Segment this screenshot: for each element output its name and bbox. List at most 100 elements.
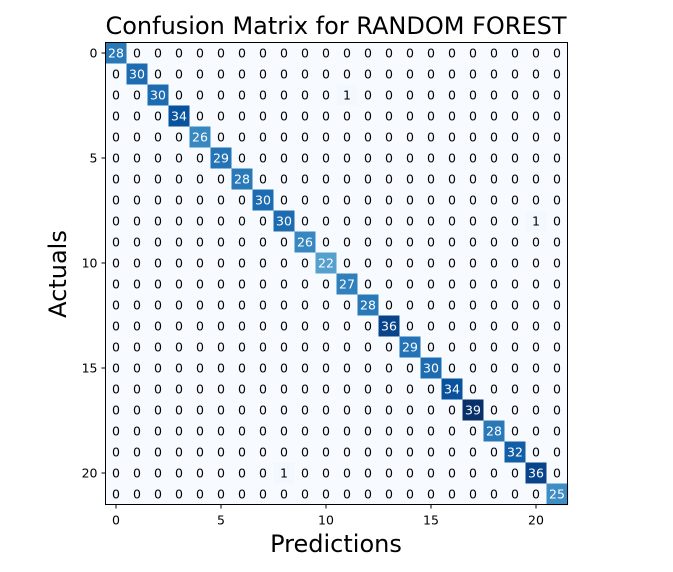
- heatmap-cell: [336, 210, 359, 233]
- cell-value-label: 0: [301, 193, 309, 208]
- cell-value-label: 0: [511, 382, 519, 397]
- cell-value-label: 0: [301, 403, 309, 418]
- cell-value-label: 0: [553, 193, 561, 208]
- heatmap-cell: [189, 378, 212, 401]
- cell-value-label: 0: [112, 235, 120, 250]
- heatmap-cell: [504, 210, 527, 233]
- heatmap-cell: [483, 147, 506, 170]
- cell-value-label: 29: [213, 151, 229, 166]
- cell-value-label: 0: [238, 382, 246, 397]
- cell-value-label: 28: [486, 424, 502, 439]
- heatmap-cell: [525, 126, 548, 149]
- cell-value-label: 0: [112, 445, 120, 460]
- heatmap-cell: [525, 483, 548, 506]
- cell-value-label: 0: [322, 382, 330, 397]
- heatmap-cell: [252, 126, 275, 149]
- cell-value-label: 0: [385, 256, 393, 271]
- heatmap-cell: [336, 42, 359, 65]
- cell-value-label: 30: [150, 88, 166, 103]
- heatmap-cell: [378, 126, 401, 149]
- cell-value-label: 0: [385, 298, 393, 313]
- cell-value-label: 0: [469, 319, 477, 334]
- heatmap-cell: [294, 210, 317, 233]
- heatmap-cell: [462, 399, 485, 422]
- cell-value-label: 0: [553, 403, 561, 418]
- cell-value-label: 0: [532, 193, 540, 208]
- heatmap-cell: [546, 420, 569, 443]
- heatmap-cell: [105, 336, 128, 359]
- heatmap-cell: [525, 315, 548, 338]
- cell-value-label: 0: [427, 340, 435, 355]
- cell-value-label: 0: [406, 361, 414, 376]
- cell-value-label: 0: [427, 67, 435, 82]
- cell-value-label: 0: [448, 214, 456, 229]
- heatmap-cell: [147, 168, 170, 191]
- heatmap-cell: [483, 294, 506, 317]
- heatmap-cell: [294, 105, 317, 128]
- heatmap-cell: [378, 378, 401, 401]
- cell-value-label: 0: [553, 445, 561, 460]
- cell-value-label: 0: [154, 172, 162, 187]
- heatmap-cell: [252, 378, 275, 401]
- heatmap-cell: [546, 483, 569, 506]
- heatmap-cell: [504, 252, 527, 275]
- heatmap-cell: [420, 147, 443, 170]
- heatmap-cell: [273, 399, 296, 422]
- heatmap-cell: [273, 84, 296, 107]
- heatmap-cell: [378, 189, 401, 212]
- cell-value-label: 0: [280, 109, 288, 124]
- cell-value-label: 28: [108, 46, 124, 61]
- heatmap-cell: [315, 336, 338, 359]
- cell-value-label: 0: [280, 403, 288, 418]
- cell-value-label: 0: [154, 256, 162, 271]
- cell-value-label: 0: [406, 382, 414, 397]
- heatmap-cell: [273, 462, 296, 485]
- cell-value-label: 0: [427, 277, 435, 292]
- heatmap-cell: [231, 168, 254, 191]
- cell-value-label: 0: [343, 67, 351, 82]
- cell-value-label: 0: [448, 88, 456, 103]
- cell-value-label: 0: [133, 214, 141, 229]
- cell-value-label: 0: [133, 109, 141, 124]
- cell-value-label: 27: [339, 277, 355, 292]
- heatmap-cell: [357, 63, 380, 86]
- cell-value-label: 0: [532, 46, 540, 61]
- cell-value-label: 0: [511, 466, 519, 481]
- heatmap-cell: [273, 105, 296, 128]
- heatmap-cell: [546, 315, 569, 338]
- cell-value-label: 0: [259, 88, 267, 103]
- cell-value-label: 0: [112, 424, 120, 439]
- cell-value-label: 0: [280, 277, 288, 292]
- heatmap-cell: [315, 168, 338, 191]
- heatmap-cell: [273, 63, 296, 86]
- heatmap-cell: [462, 147, 485, 170]
- heatmap-cell: [357, 294, 380, 317]
- x-axis-ticks: 0 5 10 15 20: [112, 504, 544, 528]
- cell-value-label: 0: [553, 298, 561, 313]
- cell-value-label: 0: [553, 67, 561, 82]
- cell-value-label: 0: [280, 319, 288, 334]
- heatmap-cell: [399, 483, 422, 506]
- cell-value-label: 0: [553, 172, 561, 187]
- heatmap-cell: [189, 84, 212, 107]
- cell-value-label: 0: [343, 361, 351, 376]
- heatmap-cell: [294, 273, 317, 296]
- cell-value-label: 0: [406, 298, 414, 313]
- heatmap-cell: [189, 210, 212, 233]
- cell-value-label: 0: [469, 487, 477, 502]
- heatmap-cell: [315, 441, 338, 464]
- heatmap-cell: [126, 42, 149, 65]
- cell-value-label: 0: [133, 403, 141, 418]
- cell-value-label: 0: [217, 319, 225, 334]
- heatmap-cell: [126, 336, 149, 359]
- heatmap-cell: [525, 357, 548, 380]
- heatmap-cell: [105, 42, 128, 65]
- cell-value-label: 0: [301, 445, 309, 460]
- cell-value-label: 0: [217, 67, 225, 82]
- heatmap-cell: [315, 84, 338, 107]
- heatmap-cell: [462, 357, 485, 380]
- heatmap-cell: [462, 483, 485, 506]
- heatmap-cell: [546, 210, 569, 233]
- cell-value-label: 0: [259, 298, 267, 313]
- heatmap-cell: [483, 189, 506, 212]
